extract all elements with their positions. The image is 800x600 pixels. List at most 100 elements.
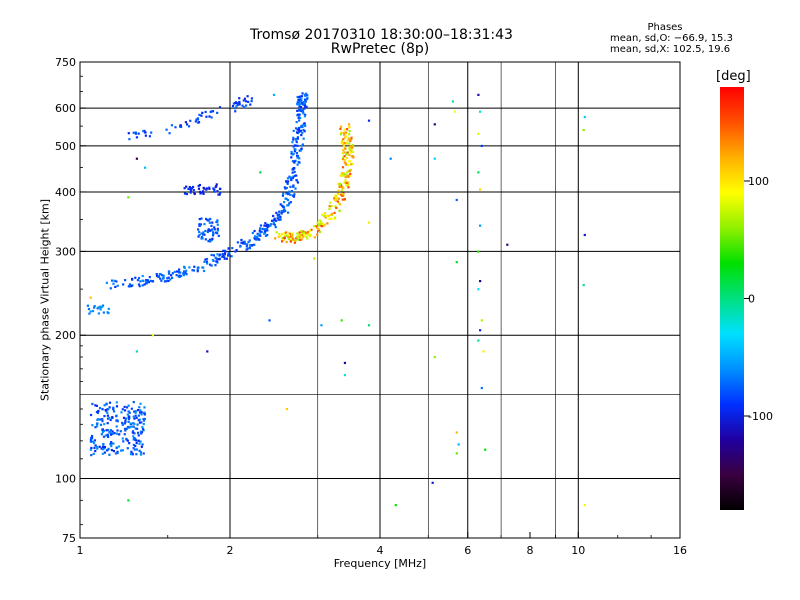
data-point (265, 227, 269, 231)
data-point (214, 231, 218, 234)
data-point (107, 447, 110, 450)
data-point (301, 230, 304, 233)
data-point (205, 262, 209, 265)
data-point (128, 283, 132, 286)
data-point (208, 115, 211, 118)
data-point (293, 241, 297, 244)
data-point (135, 157, 138, 160)
data-point (236, 103, 239, 106)
data-point (105, 281, 108, 284)
data-point (150, 131, 153, 134)
data-point (131, 431, 134, 434)
data-point (132, 447, 135, 450)
data-point (254, 235, 257, 238)
data-point (341, 193, 344, 196)
data-point (109, 287, 112, 290)
data-point (299, 109, 303, 113)
data-point (135, 441, 138, 445)
data-point (224, 249, 227, 252)
data-point (187, 125, 191, 128)
data-point (214, 264, 217, 267)
data-point (339, 193, 342, 196)
data-point (137, 439, 140, 442)
data-point (479, 224, 482, 227)
data-point (221, 255, 224, 258)
data-point (303, 231, 306, 234)
data-point (106, 414, 110, 417)
data-point (102, 311, 105, 314)
data-point (282, 192, 285, 195)
data-point (339, 125, 343, 128)
colorbar-tick-label-0: 0 (748, 293, 755, 306)
data-point (101, 420, 104, 423)
data-point (339, 127, 342, 130)
data-point (291, 236, 294, 239)
data-point (306, 98, 309, 101)
data-point (89, 448, 92, 451)
data-point (254, 238, 257, 241)
y-tick-label-600: 600 (55, 102, 76, 115)
data-point (133, 432, 136, 435)
data-point (197, 266, 200, 269)
data-point (240, 241, 243, 244)
data-point (139, 402, 142, 405)
data-point (208, 229, 212, 232)
data-point (296, 101, 300, 104)
data-point (292, 166, 295, 170)
data-point (128, 411, 131, 414)
data-point (297, 233, 301, 236)
data-point (293, 170, 296, 174)
data-point (166, 277, 169, 280)
data-point (268, 319, 271, 322)
data-point (306, 230, 310, 234)
data-point (96, 307, 99, 310)
data-point (240, 238, 243, 242)
data-point (455, 452, 458, 455)
data-point (217, 234, 220, 237)
data-point (177, 270, 180, 273)
data-point (341, 156, 345, 159)
data-point (96, 418, 100, 421)
data-point (100, 433, 103, 436)
data-point (300, 98, 303, 101)
data-point (296, 232, 299, 235)
data-point (170, 124, 174, 127)
data-point (248, 246, 251, 249)
data-point (394, 503, 397, 507)
data-point (339, 133, 342, 136)
data-point (143, 131, 147, 134)
data-point (293, 150, 296, 153)
data-point (348, 174, 351, 177)
data-point (288, 175, 291, 178)
data-point (242, 241, 245, 244)
data-point (303, 98, 307, 101)
data-point (292, 168, 295, 171)
data-point (230, 255, 233, 258)
data-point (258, 238, 261, 241)
data-point (288, 190, 291, 193)
data-point (137, 414, 140, 417)
data-point (242, 99, 245, 102)
data-point (321, 213, 324, 216)
data-point (127, 415, 131, 418)
data-point (349, 160, 352, 163)
data-point (145, 280, 148, 283)
data-point (168, 132, 171, 135)
data-point (121, 423, 124, 426)
data-point (183, 266, 186, 269)
data-point (123, 427, 127, 430)
data-point (295, 151, 299, 155)
data-point (457, 443, 460, 446)
data-point (199, 192, 202, 195)
data-point (208, 186, 211, 189)
data-point (149, 279, 152, 282)
data-point (582, 128, 585, 132)
data-point (348, 126, 351, 129)
data-point (238, 102, 241, 105)
data-point (107, 408, 110, 411)
data-point (185, 269, 188, 272)
data-point (302, 137, 305, 140)
data-point (299, 238, 302, 241)
data-point (115, 432, 119, 435)
data-point (280, 211, 283, 214)
